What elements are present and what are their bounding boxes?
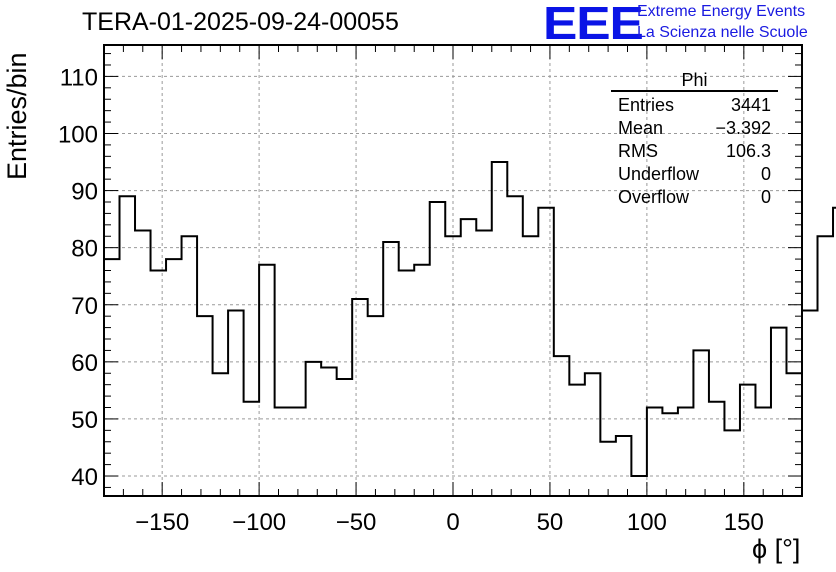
x-tick-label: −50	[336, 509, 377, 536]
stats-row-rms: RMS 106.3	[611, 140, 778, 163]
y-tick-label: 100	[58, 121, 98, 148]
y-tick-label: 60	[71, 350, 98, 377]
eee-logo: EEE	[543, 0, 644, 49]
stats-value: 106.3	[725, 141, 771, 161]
stats-label: RMS	[618, 141, 658, 161]
stats-label: Underflow	[618, 164, 700, 184]
stats-divider	[611, 90, 778, 92]
y-tick-label: 50	[71, 407, 98, 434]
logo-caption-line2: La Scienza nelle Scuole	[637, 24, 808, 41]
axis-ticks	[103, 45, 803, 496]
y-tick-label: 90	[71, 179, 98, 206]
stats-row-overflow: Overflow 0	[611, 186, 778, 209]
stats-label: Overflow	[618, 187, 690, 207]
stats-row-entries: Entries 3441	[611, 94, 778, 117]
stats-value: 0	[760, 187, 771, 207]
y-tick-label: 40	[71, 464, 98, 491]
x-tick-label: 50	[537, 509, 564, 536]
x-tick-label: 150	[724, 509, 764, 536]
y-tick-label: 80	[71, 236, 98, 263]
stats-label: Entries	[618, 95, 675, 115]
y-tick-labels: 40 50 60 70 80 90 100 110	[58, 64, 98, 491]
x-tick-label: −150	[135, 509, 189, 536]
stats-value: 3441	[730, 95, 771, 115]
y-tick-label: 110	[60, 64, 98, 91]
stats-row-underflow: Underflow 0	[611, 163, 778, 186]
histogram-line	[104, 161, 836, 478]
chart-title: TERA-01-2025-09-24-00055	[82, 8, 399, 36]
x-tick-labels: −150 −100 −50 0 50 100 150	[135, 509, 764, 536]
x-tick-label: 0	[446, 509, 459, 536]
x-tick-label: 100	[627, 509, 667, 536]
x-axis-label: ϕ [°]	[752, 534, 801, 564]
y-axis-label: Entries/bin	[2, 52, 32, 180]
stats-box: Phi Entries 3441 Mean −3.392 RMS 106.3 U…	[611, 70, 778, 209]
plot-frame	[103, 44, 803, 497]
stats-label: Mean	[618, 118, 664, 138]
stats-row-mean: Mean −3.392	[611, 117, 778, 140]
logo-caption-line1: Extreme Energy Events	[637, 3, 806, 20]
stats-value: −3.392	[715, 118, 771, 138]
y-tick-label: 70	[71, 293, 98, 320]
grid-lines	[104, 45, 802, 496]
stats-value: 0	[760, 164, 771, 184]
x-tick-label: −100	[232, 509, 286, 536]
stats-name: Phi	[681, 70, 708, 90]
